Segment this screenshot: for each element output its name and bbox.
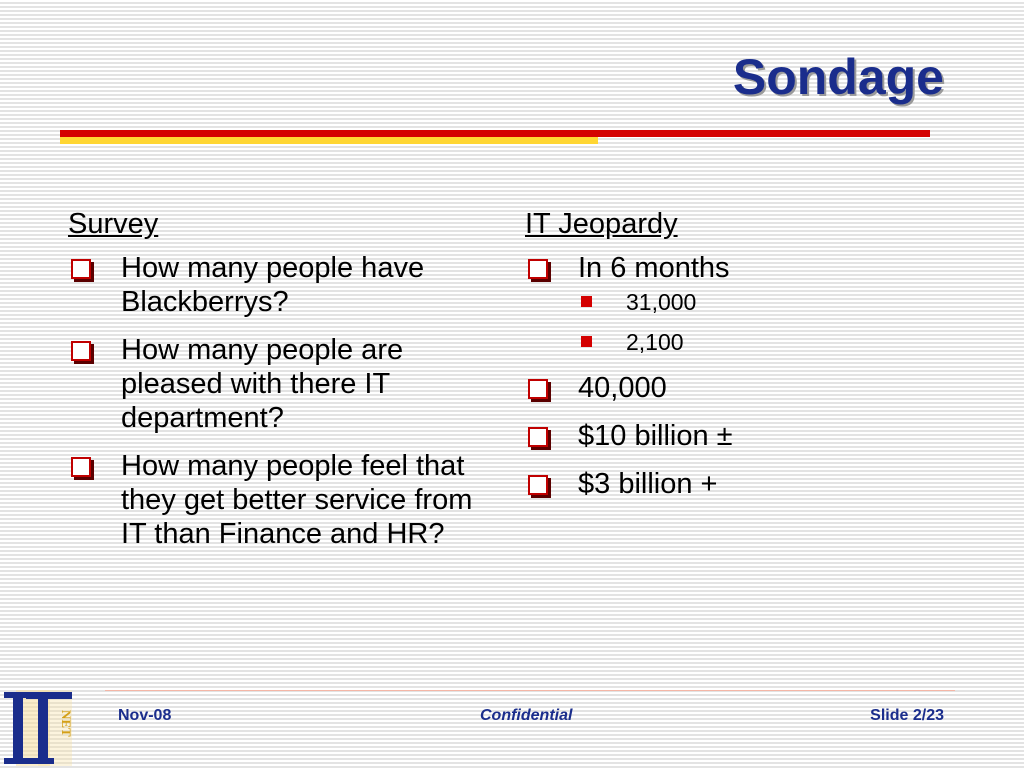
- checkbox-square-icon: [71, 457, 91, 477]
- footer-date: Nov-08: [118, 707, 172, 724]
- sub-bullet-text: 2,100: [626, 329, 684, 355]
- it-net-logo-icon: NET: [4, 690, 74, 766]
- bullet-text: How many people feel that they get bette…: [121, 450, 473, 550]
- bullet-text: How many people have Blackberrys?: [121, 252, 425, 318]
- footer-slide-number: Slide 2/23: [870, 707, 944, 724]
- filled-square-icon: [581, 296, 592, 307]
- checkbox-square-icon: [528, 379, 548, 399]
- bullet-item: How many people have Blackberrys?: [68, 251, 488, 319]
- bullet-item: 40,000: [525, 371, 955, 405]
- title-underline-yellow: [60, 137, 598, 144]
- slide-title: Sondage: [732, 49, 944, 105]
- sub-bullet-text: 31,000: [626, 289, 697, 315]
- checkbox-square-icon: [71, 259, 91, 279]
- right-column: IT Jeopardy In 6 months 31,000 2,100: [525, 205, 955, 515]
- bullet-item: How many people feel that they get bette…: [68, 449, 488, 551]
- bullet-text: In 6 months: [578, 252, 730, 284]
- right-column-heading: IT Jeopardy: [525, 208, 678, 240]
- bullet-text: $3 billion +: [578, 468, 718, 500]
- right-bullet-list: In 6 months 31,000 2,100 40,000: [525, 251, 955, 501]
- left-column-heading: Survey: [68, 208, 159, 240]
- sub-bullet-item: 31,000: [578, 287, 955, 317]
- bullet-item: In 6 months 31,000 2,100: [525, 251, 955, 357]
- sub-bullet-list: 31,000 2,100: [578, 287, 955, 357]
- bullet-text: How many people are pleased with there I…: [121, 334, 404, 434]
- bullet-item: How many people are pleased with there I…: [68, 333, 488, 435]
- filled-square-icon: [581, 336, 592, 347]
- bullet-item: $3 billion +: [525, 467, 955, 501]
- logo-net-text: NET: [59, 710, 74, 737]
- checkbox-square-icon: [528, 475, 548, 495]
- checkbox-square-icon: [528, 259, 548, 279]
- left-bullet-list: How many people have Blackberrys? How ma…: [68, 251, 488, 551]
- left-column: Survey How many people have Blackberrys?…: [68, 205, 488, 565]
- bullet-text: $10 billion ±: [578, 420, 733, 452]
- footer-divider: [105, 690, 955, 691]
- checkbox-square-icon: [71, 341, 91, 361]
- footer-confidential: Confidential: [480, 707, 573, 724]
- sub-bullet-item: 2,100: [578, 327, 955, 357]
- bullet-text: 40,000: [578, 372, 667, 404]
- title-underline-red: [60, 130, 930, 137]
- checkbox-square-icon: [528, 427, 548, 447]
- bullet-item: $10 billion ±: [525, 419, 955, 453]
